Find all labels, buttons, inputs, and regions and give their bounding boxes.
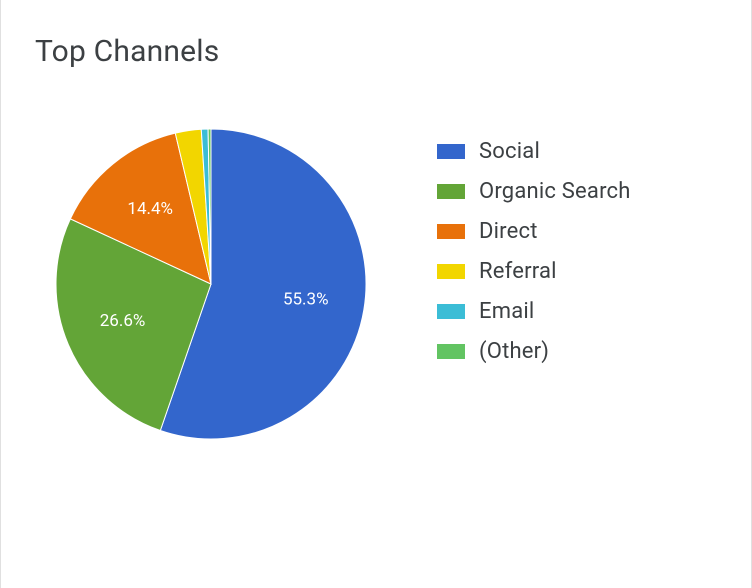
pie-chart: 55.3% 26.6% 14.4% [21, 119, 401, 459]
legend-label: Organic Search [479, 179, 631, 204]
legend-item[interactable]: (Other) [437, 331, 631, 371]
legend-item[interactable]: Direct [437, 211, 631, 251]
legend-swatch [437, 144, 465, 159]
legend-label: Referral [479, 259, 557, 284]
legend-label: Direct [479, 219, 538, 244]
legend-item[interactable]: Email [437, 291, 631, 331]
pie-container: 55.3% 26.6% 14.4% [21, 119, 401, 459]
legend-swatch [437, 264, 465, 279]
legend-label: Email [479, 299, 534, 324]
legend-label: Social [479, 139, 540, 164]
legend: Social Organic Search Direct Referral Email (… [401, 119, 631, 371]
pie-slice-label: 14.4% [127, 199, 173, 219]
legend-swatch [437, 344, 465, 359]
pie-slice-label: 26.6% [100, 311, 146, 331]
pie-slice-label: 55.3% [283, 289, 329, 309]
legend-item[interactable]: Organic Search [437, 171, 631, 211]
legend-swatch [437, 184, 465, 199]
chart-card: Top Channels 55.3% 26.6% 14.4% Social Organ… [0, 0, 752, 588]
legend-item[interactable]: Referral [437, 251, 631, 291]
chart-area: 55.3% 26.6% 14.4% Social Organic Search Dire… [1, 69, 751, 459]
legend-item[interactable]: Social [437, 131, 631, 171]
legend-swatch [437, 304, 465, 319]
chart-title: Top Channels [1, 0, 751, 69]
legend-label: (Other) [479, 339, 549, 364]
legend-swatch [437, 224, 465, 239]
